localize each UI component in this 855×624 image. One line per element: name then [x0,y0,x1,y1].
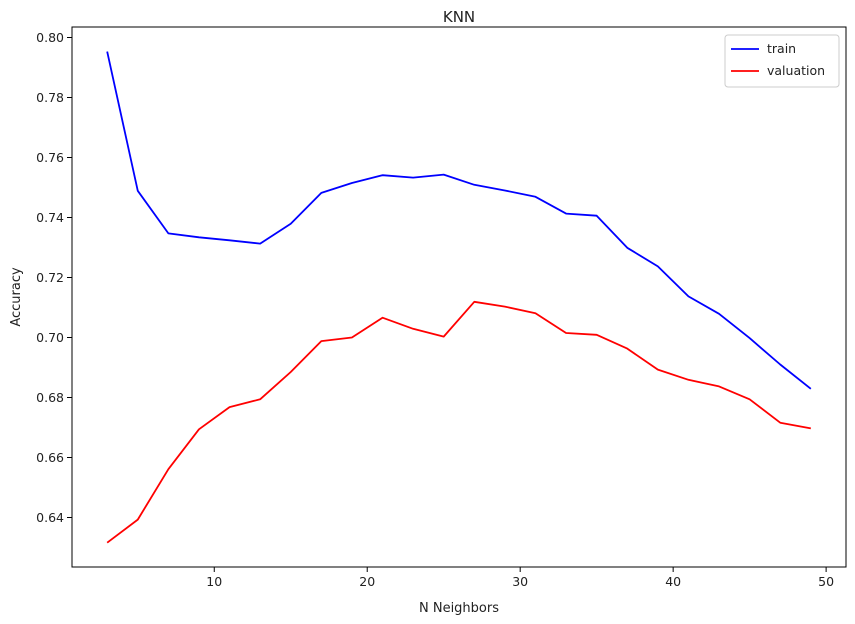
x-tick-label: 10 [206,574,222,589]
y-tick-label: 0.72 [36,270,64,285]
chart-title: KNN [443,8,475,26]
x-axis-ticks: 10 20 30 40 50 [206,567,834,589]
y-tick-label: 0.64 [36,510,64,525]
x-tick-label: 40 [665,574,681,589]
y-tick-label: 0.80 [36,30,64,45]
y-tick-label: 0.74 [36,210,64,225]
series-line-valuation [106,300,811,544]
legend-label-train: train [767,41,796,56]
x-tick-label: 50 [818,574,834,589]
y-tick-label: 0.68 [36,390,64,405]
y-tick-label: 0.70 [36,330,64,345]
x-tick-label: 20 [359,574,375,589]
legend-label-valuation: valuation [767,63,825,78]
x-tick-label: 30 [512,574,528,589]
legend-box [724,34,840,88]
plot-frame [71,26,847,568]
y-axis-label: Accuracy [9,267,24,327]
series-lines [106,51,812,544]
x-axis-label: N Neighbors [419,601,499,616]
y-tick-label: 0.66 [36,450,64,465]
series-line-train [106,51,812,390]
y-tick-label: 0.78 [36,90,64,105]
y-axis-ticks: 0.64 0.66 0.68 0.70 0.72 0.74 0.76 0.78 0.80 [36,30,72,525]
legend: train valuation [724,34,840,88]
y-tick-label: 0.76 [36,150,64,165]
